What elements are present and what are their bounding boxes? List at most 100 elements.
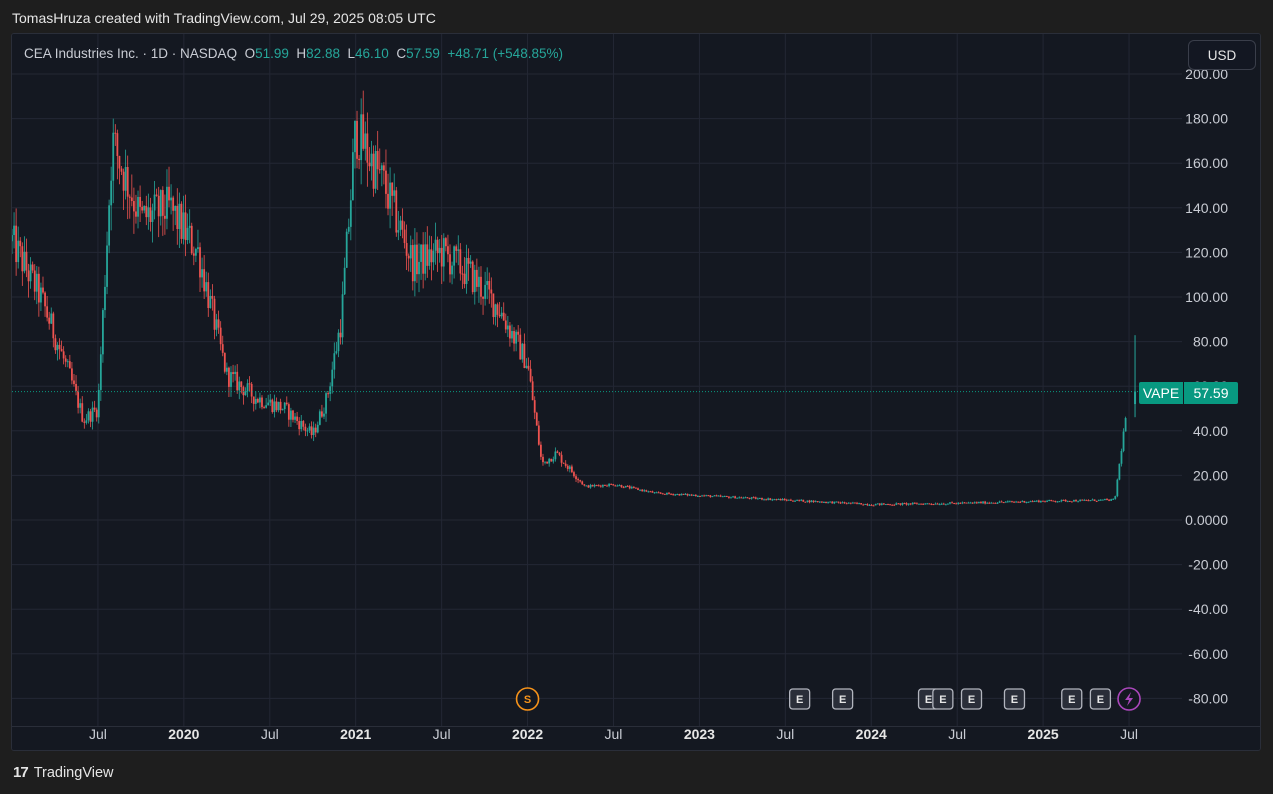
- candle: [356, 110, 358, 169]
- candle: [163, 194, 166, 235]
- candle: [19, 237, 22, 258]
- tradingview-logo[interactable]: 17 TradingView: [13, 764, 113, 781]
- candle: [12, 228, 13, 254]
- candle: [449, 244, 451, 283]
- candle: [761, 497, 763, 501]
- earnings-event-icon[interactable]: E: [1089, 688, 1112, 710]
- candle: [310, 421, 313, 439]
- candle: [267, 394, 270, 406]
- candle: [465, 244, 468, 294]
- candle: [965, 502, 968, 504]
- candle: [114, 124, 117, 146]
- candle: [232, 364, 234, 383]
- x-tick-label: 2025: [1028, 726, 1059, 742]
- lightning-event-icon[interactable]: [1117, 687, 1141, 711]
- candle: [186, 213, 189, 245]
- candle: [992, 502, 995, 504]
- candle: [1039, 500, 1042, 503]
- candle: [971, 502, 974, 504]
- candle: [938, 503, 941, 506]
- candle: [372, 145, 375, 197]
- candle: [1106, 498, 1108, 501]
- earnings-event-icon[interactable]: E: [831, 688, 854, 710]
- high-label: H: [296, 46, 307, 61]
- candle: [166, 169, 168, 230]
- candle: [676, 493, 679, 496]
- candle: [269, 393, 272, 407]
- price-chart[interactable]: 200.00 180.00 160.00 140.00 120.00 100.00 80.0…: [12, 34, 1261, 751]
- candle: [934, 502, 937, 505]
- candle: [885, 504, 887, 506]
- candle: [928, 503, 931, 505]
- candle: [641, 488, 644, 492]
- candle: [234, 365, 237, 381]
- candle: [1017, 501, 1020, 503]
- x-tick-label: Jul: [605, 726, 623, 742]
- symbol-name: CEA Industries Inc. · 1D · NASDAQ: [24, 46, 238, 61]
- candle: [1035, 500, 1038, 503]
- candle: [21, 242, 24, 286]
- candle: [298, 417, 301, 436]
- candle: [1060, 499, 1063, 503]
- candle: [845, 502, 848, 505]
- candle: [459, 243, 462, 281]
- split-event-icon[interactable]: S: [515, 687, 540, 711]
- candle: [961, 501, 964, 505]
- earnings-event-icon[interactable]: E: [960, 688, 983, 710]
- candle: [273, 394, 276, 418]
- currency-button[interactable]: USD: [1188, 40, 1256, 70]
- tradingview-logo-icon: 17: [13, 764, 29, 781]
- candle: [975, 501, 978, 504]
- candle: [734, 495, 737, 499]
- candle: [1070, 501, 1073, 503]
- candle: [467, 248, 470, 281]
- candle: [83, 418, 86, 429]
- candle: [748, 497, 751, 500]
- x-tick-label: Jul: [433, 726, 451, 742]
- candle: [839, 501, 842, 505]
- candle: [385, 149, 387, 209]
- chart-panel[interactable]: 200.00 180.00 160.00 140.00 120.00 100.00 80.0…: [11, 33, 1261, 751]
- candle: [91, 401, 94, 430]
- candle: [358, 155, 360, 170]
- candle: [426, 226, 429, 278]
- candle: [589, 483, 592, 489]
- candle: [533, 396, 536, 420]
- candle: [903, 502, 906, 505]
- candle: [911, 502, 914, 506]
- earnings-event-icon[interactable]: E: [1003, 688, 1026, 710]
- candle: [492, 293, 495, 325]
- candle: [599, 484, 602, 488]
- candle: [461, 265, 464, 289]
- candle: [833, 501, 836, 505]
- candle: [422, 232, 425, 289]
- earnings-event-icon[interactable]: E: [789, 688, 811, 710]
- x-tick-label: Jul: [261, 726, 279, 742]
- candle: [488, 272, 491, 304]
- y-tick-label: -40.00: [1188, 601, 1228, 617]
- candle: [380, 162, 383, 187]
- candle: [905, 502, 908, 506]
- candle: [604, 484, 606, 486]
- candle: [990, 501, 993, 504]
- candle: [300, 415, 303, 432]
- candle: [922, 503, 925, 505]
- candle: [333, 342, 336, 379]
- candle: [62, 346, 65, 365]
- candle: [808, 499, 811, 504]
- y-tick-label: 140.00: [1185, 200, 1228, 216]
- candle: [732, 495, 734, 498]
- candle: [128, 194, 131, 219]
- candle: [816, 501, 819, 503]
- candle: [211, 284, 214, 311]
- earnings-event-icon[interactable]: E: [932, 688, 954, 710]
- x-axis[interactable]: Jul 2020 Jul 2021 Jul 2022 Jul 2023 Jul 2024 Jul 20…: [89, 726, 1138, 742]
- candle: [626, 485, 629, 487]
- candle: [949, 502, 951, 505]
- candle: [711, 495, 714, 498]
- earnings-event-icon[interactable]: E: [1061, 688, 1083, 710]
- last-candle[interactable]: [1134, 335, 1137, 418]
- candle: [323, 407, 325, 420]
- candle: [645, 489, 648, 492]
